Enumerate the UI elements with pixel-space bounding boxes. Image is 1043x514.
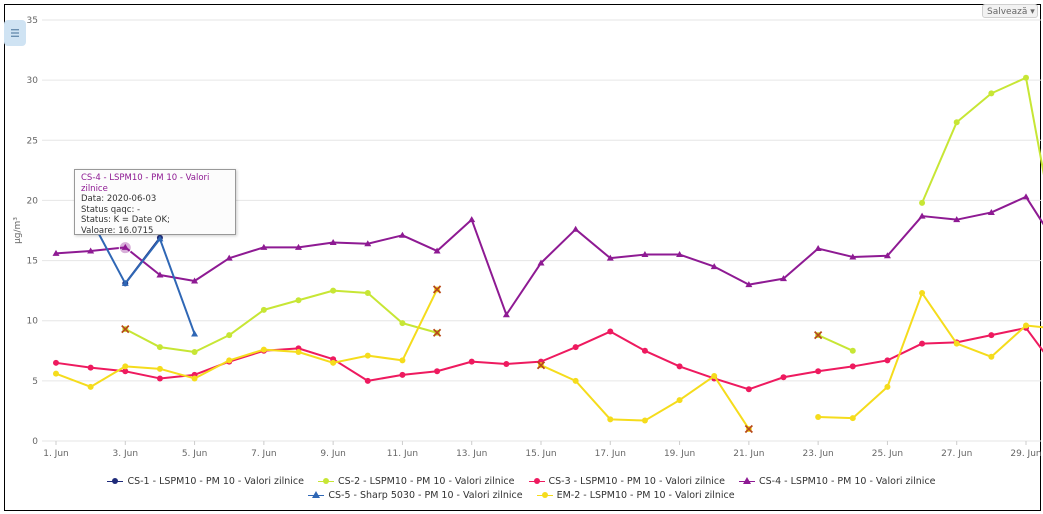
- legend-label-cs2: CS-2 - LSPM10 - PM 10 - Valori zilnice: [337, 475, 515, 487]
- legend-symbol-cs3: [528, 477, 545, 485]
- chart-menu-button[interactable]: [4, 20, 26, 46]
- legend-item-cs2[interactable]: CS-2 - LSPM10 - PM 10 - Valori zilnice: [317, 475, 515, 487]
- legend-item-cs5[interactable]: CS-5 - Sharp 5030 - PM 10 - Valori zilni…: [308, 489, 523, 501]
- legend-symbol-cs1: [107, 477, 124, 485]
- chart-frame: [4, 4, 1041, 511]
- tooltip-title: CS-4 - LSPM10 - PM 10 - Valori zilnice: [81, 173, 210, 194]
- legend-item-em2[interactable]: EM-2 - LSPM10 - PM 10 - Valori zilnice: [536, 489, 735, 501]
- legend-label-em2: EM-2 - LSPM10 - PM 10 - Valori zilnice: [556, 489, 735, 501]
- legend-symbol-cs2: [317, 477, 334, 485]
- tooltip-line-qaqc: Status qaqc: -: [81, 204, 141, 215]
- tooltip-line-date: Data: 2020-06-03: [81, 194, 157, 204]
- menu-icon: [11, 29, 19, 37]
- data-tooltip: CS-4 - LSPM10 - PM 10 - Valori zilnice D…: [74, 169, 236, 236]
- legend-symbol-cs4: [739, 477, 756, 485]
- save-button-label: Salvează: [987, 7, 1028, 17]
- chart-legend: CS-1 - LSPM10 - PM 10 - Valori zilnice C…: [0, 474, 1043, 502]
- legend-label-cs4: CS-4 - LSPM10 - PM 10 - Valori zilnice: [759, 475, 936, 487]
- legend-symbol-cs5: [308, 491, 325, 499]
- tooltip-line-value: Valoare: 16.0715: [81, 225, 154, 236]
- legend-row-2: CS-5 - Sharp 5030 - PM 10 - Valori zilni…: [0, 488, 1043, 502]
- legend-row-1: CS-1 - LSPM10 - PM 10 - Valori zilnice C…: [0, 474, 1043, 488]
- legend-label-cs1: CS-1 - LSPM10 - PM 10 - Valori zilnice: [127, 475, 304, 487]
- legend-item-cs4[interactable]: CS-4 - LSPM10 - PM 10 - Valori zilnice: [739, 476, 936, 487]
- legend-label-cs5: CS-5 - Sharp 5030 - PM 10 - Valori zilni…: [328, 489, 523, 501]
- legend-item-cs3[interactable]: CS-3 - LSPM10 - PM 10 - Valori zilnice: [528, 475, 726, 487]
- save-button[interactable]: Salvează ▾: [982, 4, 1038, 18]
- legend-label-cs3: CS-3 - LSPM10 - PM 10 - Valori zilnice: [548, 475, 726, 487]
- tooltip-line-status: Status: K = Date OK;: [81, 215, 170, 225]
- legend-item-cs1[interactable]: CS-1 - LSPM10 - PM 10 - Valori zilnice: [107, 476, 304, 487]
- legend-symbol-em2: [536, 491, 553, 499]
